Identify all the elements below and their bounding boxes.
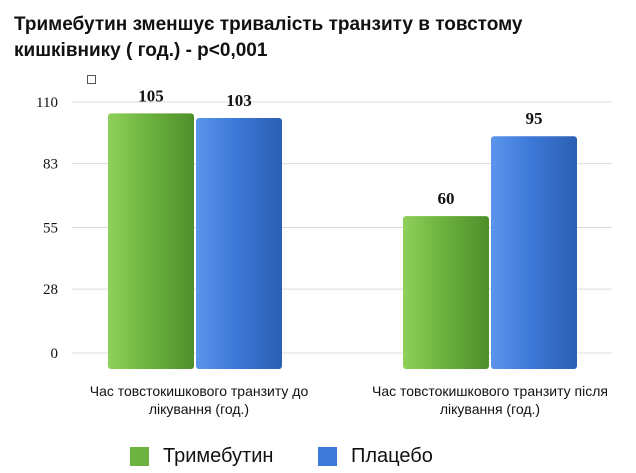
data-label: 103 (226, 91, 252, 110)
y-tick-label: 28 (43, 282, 58, 298)
legend-swatch-green (130, 447, 149, 466)
bars (108, 113, 577, 370)
category-label-before: Час товстокишкового транзиту до лікуванн… (89, 383, 309, 417)
data-label: 105 (138, 86, 164, 105)
legend: Тримебутин Плацебо (0, 445, 636, 471)
y-tick-label: 0 (51, 346, 59, 362)
legend-label: Плацебо (351, 445, 433, 467)
data-label: 60 (438, 189, 455, 208)
y-tick-label: 55 (43, 221, 58, 237)
y-tick-label: 83 (43, 157, 58, 173)
category-label-after: Час товстокишкового транзиту після лікув… (371, 383, 608, 417)
legend-label: Тримебутин (163, 445, 274, 467)
legend-item-placebo: Плацебо (318, 445, 433, 468)
marker-square-icon (87, 75, 96, 84)
bar-trimebutine-1 (403, 216, 489, 369)
y-axis-ticks: 0 28 55 83 110 (36, 95, 58, 362)
chart-title: Тримебутин зменшує тривалість транзиту в… (14, 14, 523, 61)
legend-item-trimebutine: Тримебутин (130, 445, 273, 468)
bar-placebo-0 (196, 117, 282, 370)
data-labels: 105 103 60 95 (138, 86, 542, 208)
legend-swatch-blue (318, 447, 337, 466)
bar-trimebutine-0 (108, 113, 194, 369)
bar-placebo-1 (491, 136, 577, 369)
data-label: 95 (526, 109, 543, 128)
y-tick-label: 110 (36, 95, 58, 111)
